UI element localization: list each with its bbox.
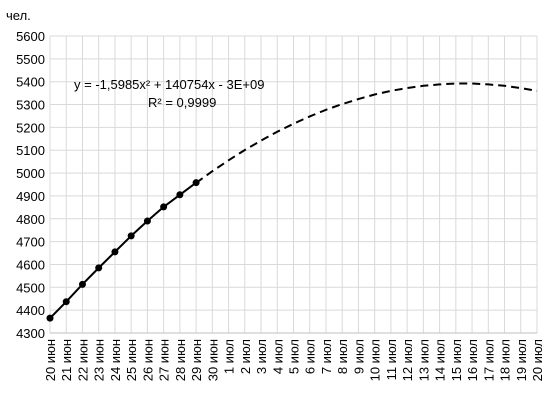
x-tick-label: 20 июл [530, 339, 545, 381]
x-tick-label: 10 июл [368, 339, 383, 381]
x-tick-label: 25 июн [124, 339, 139, 381]
x-tick-label: 11 июл [384, 339, 399, 380]
x-tick-label: 6 июл [303, 339, 318, 374]
y-tick-label: 5600 [16, 29, 45, 44]
x-tick-label: 18 июл [498, 339, 513, 381]
x-tick-label: 4 июл [270, 339, 285, 374]
x-tick-label: 9 июл [351, 339, 366, 374]
y-tick-label: 5000 [16, 166, 45, 181]
series-line [49, 181, 197, 319]
x-tick-label: 19 июл [514, 339, 529, 381]
data-point [127, 232, 135, 240]
r-squared: R² = 0,9999 [148, 95, 216, 110]
y-tick-label: 4300 [16, 326, 45, 341]
x-tick-label: 27 июн [157, 339, 172, 381]
x-tick-label: 12 июл [400, 339, 415, 381]
x-tick-label: 2 июл [238, 339, 253, 374]
x-tick-label: 14 июл [433, 339, 448, 381]
x-tick-label: 5 июл [287, 339, 302, 374]
x-tick-label: 8 июл [335, 339, 350, 374]
y-tick-label: 5500 [16, 52, 45, 67]
x-tick-label: 20 июн [43, 339, 58, 381]
data-point [111, 248, 119, 256]
x-tick-label: 28 июн [173, 339, 188, 381]
y-tick-label: 5100 [16, 143, 45, 158]
data-point [46, 314, 54, 322]
x-tick-label: 17 июл [481, 339, 496, 381]
x-tick-label: 3 июл [254, 339, 269, 374]
x-tick-label: 15 июл [449, 339, 464, 381]
x-tick-label: 1 июл [222, 339, 237, 374]
y-axis-label: чел. [6, 8, 31, 23]
y-tick-label: 4600 [16, 257, 45, 272]
data-point [160, 203, 168, 211]
y-tick-label: 5200 [16, 120, 45, 135]
data-point [62, 298, 70, 306]
x-tick-label: 24 июн [108, 339, 123, 381]
y-tick-label: 5300 [16, 98, 45, 113]
x-tick-label: 22 июн [75, 339, 90, 381]
data-point [143, 217, 151, 225]
y-tick-label: 4400 [16, 303, 45, 318]
data-point [78, 280, 86, 288]
x-tick-label: 16 июл [465, 339, 480, 381]
data-point [176, 191, 184, 199]
x-tick-label: 21 июн [59, 339, 74, 381]
y-tick-label: 5400 [16, 75, 45, 90]
x-tick-label: 29 июн [189, 339, 204, 381]
series-line [195, 82, 538, 184]
y-tick-label: 4500 [16, 280, 45, 295]
data-point [95, 264, 103, 272]
trend-equation: y = -1,5985x² + 140754x - 3E+09 [74, 77, 264, 92]
x-tick-label: 30 июн [205, 339, 220, 381]
y-tick-label: 4900 [16, 189, 45, 204]
x-tick-label: 7 июл [319, 339, 334, 374]
x-tick-label: 23 июн [92, 339, 107, 381]
y-tick-label: 4700 [16, 235, 45, 250]
x-tick-label: 13 июл [416, 339, 431, 381]
y-tick-label: 4800 [16, 212, 45, 227]
x-tick-label: 26 июн [140, 339, 155, 381]
